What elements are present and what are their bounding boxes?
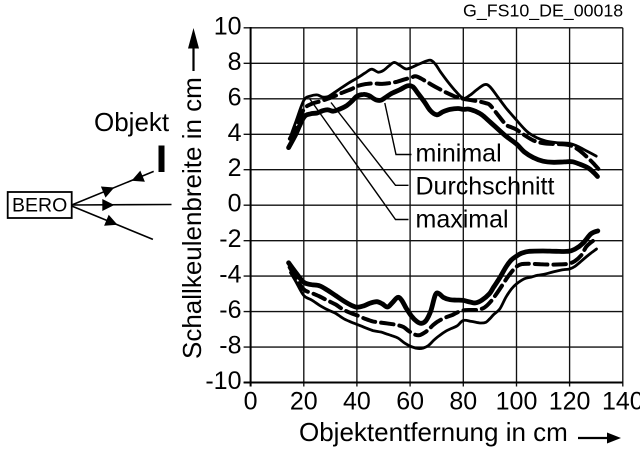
- svg-text:4: 4: [228, 119, 242, 147]
- svg-text:Objekt: Objekt: [94, 107, 170, 137]
- svg-text:40: 40: [343, 388, 371, 416]
- svg-text:0: 0: [228, 190, 242, 218]
- svg-text:80: 80: [449, 388, 477, 416]
- svg-text:60: 60: [396, 388, 424, 416]
- svg-text:-4: -4: [219, 261, 241, 289]
- svg-text:Objektentfernung in cm: Objektentfernung in cm: [299, 417, 568, 447]
- svg-text:-10: -10: [205, 367, 241, 395]
- svg-text:0: 0: [244, 388, 258, 416]
- svg-text:100: 100: [496, 388, 538, 416]
- svg-text:G_FS10_DE_00018: G_FS10_DE_00018: [463, 1, 623, 22]
- svg-text:maximal: maximal: [416, 205, 509, 233]
- svg-text:BERO: BERO: [12, 195, 67, 217]
- svg-text:minimal: minimal: [416, 140, 502, 168]
- svg-text:-6: -6: [219, 296, 241, 324]
- svg-text:-8: -8: [219, 332, 241, 360]
- svg-text:Durchschnitt: Durchschnitt: [416, 173, 555, 201]
- svg-text:20: 20: [290, 388, 318, 416]
- svg-text:8: 8: [228, 48, 242, 76]
- svg-text:Schallkeulenbreite in cm: Schallkeulenbreite in cm: [177, 77, 207, 359]
- svg-text:140: 140: [602, 388, 640, 416]
- svg-text:10: 10: [214, 12, 242, 40]
- svg-text:120: 120: [549, 388, 591, 416]
- svg-text:-2: -2: [219, 225, 241, 253]
- svg-text:6: 6: [228, 83, 242, 111]
- svg-text:2: 2: [228, 154, 242, 182]
